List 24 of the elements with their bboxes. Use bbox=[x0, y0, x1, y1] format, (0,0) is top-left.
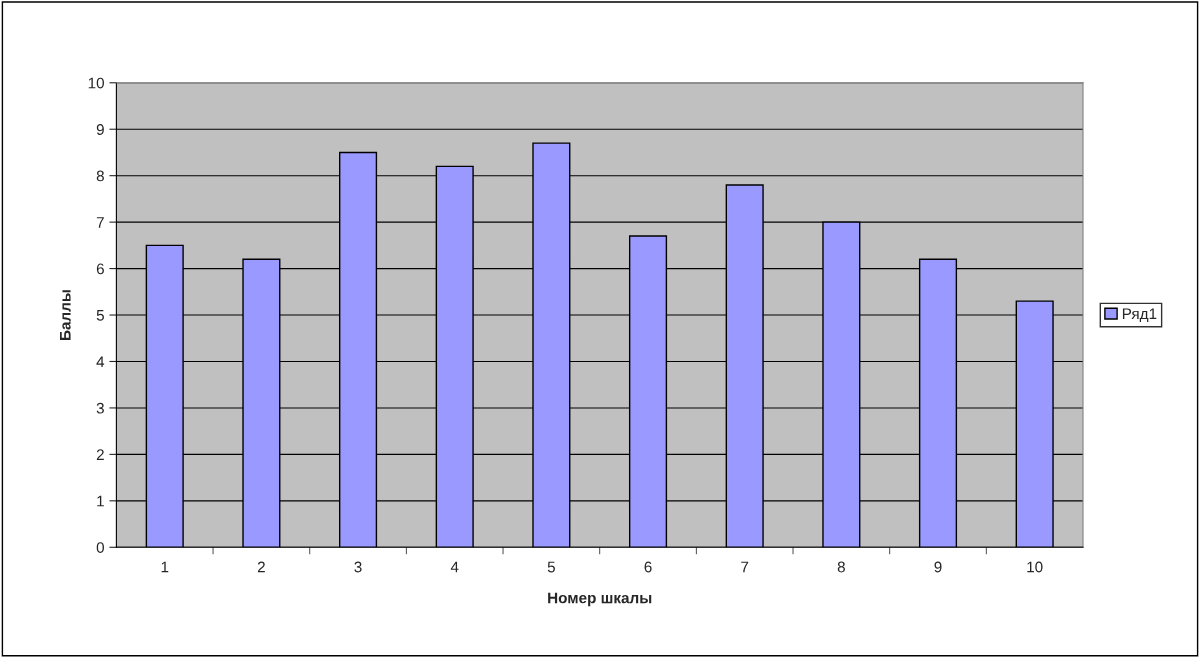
x-tick-label: 2 bbox=[257, 561, 265, 573]
y-tick-label: 5 bbox=[96, 310, 104, 321]
y-tick-label: 8 bbox=[96, 170, 104, 182]
y-axis-title: Баллы bbox=[60, 290, 71, 340]
y-tick-label: 6 bbox=[96, 263, 104, 275]
x-tick-label: 8 bbox=[837, 561, 845, 573]
y-tick-label: 10 bbox=[88, 77, 104, 89]
y-tick-label: 9 bbox=[96, 124, 104, 135]
y-tick-label: 1 bbox=[97, 495, 104, 507]
y-tick-label: 4 bbox=[96, 356, 105, 368]
x-tick-label: 5 bbox=[547, 561, 555, 573]
x-tick-label: 6 bbox=[644, 561, 652, 573]
x-tick-label: 4 bbox=[450, 561, 459, 573]
x-tick-label: 9 bbox=[934, 561, 942, 573]
legend-label: Ряд1 bbox=[1122, 308, 1157, 323]
x-tick-label: 10 bbox=[1027, 561, 1043, 573]
x-axis-title: Номер шкалы bbox=[548, 592, 652, 607]
x-tick-label: 3 bbox=[354, 561, 362, 573]
x-tick-label: 7 bbox=[741, 561, 749, 573]
y-tick-label: 3 bbox=[96, 402, 104, 414]
y-tick-label: 0 bbox=[96, 542, 104, 553]
y-tick-label: 2 bbox=[96, 449, 104, 460]
y-tick-label: 7 bbox=[96, 217, 104, 228]
x-tick-label: 1 bbox=[161, 561, 169, 573]
